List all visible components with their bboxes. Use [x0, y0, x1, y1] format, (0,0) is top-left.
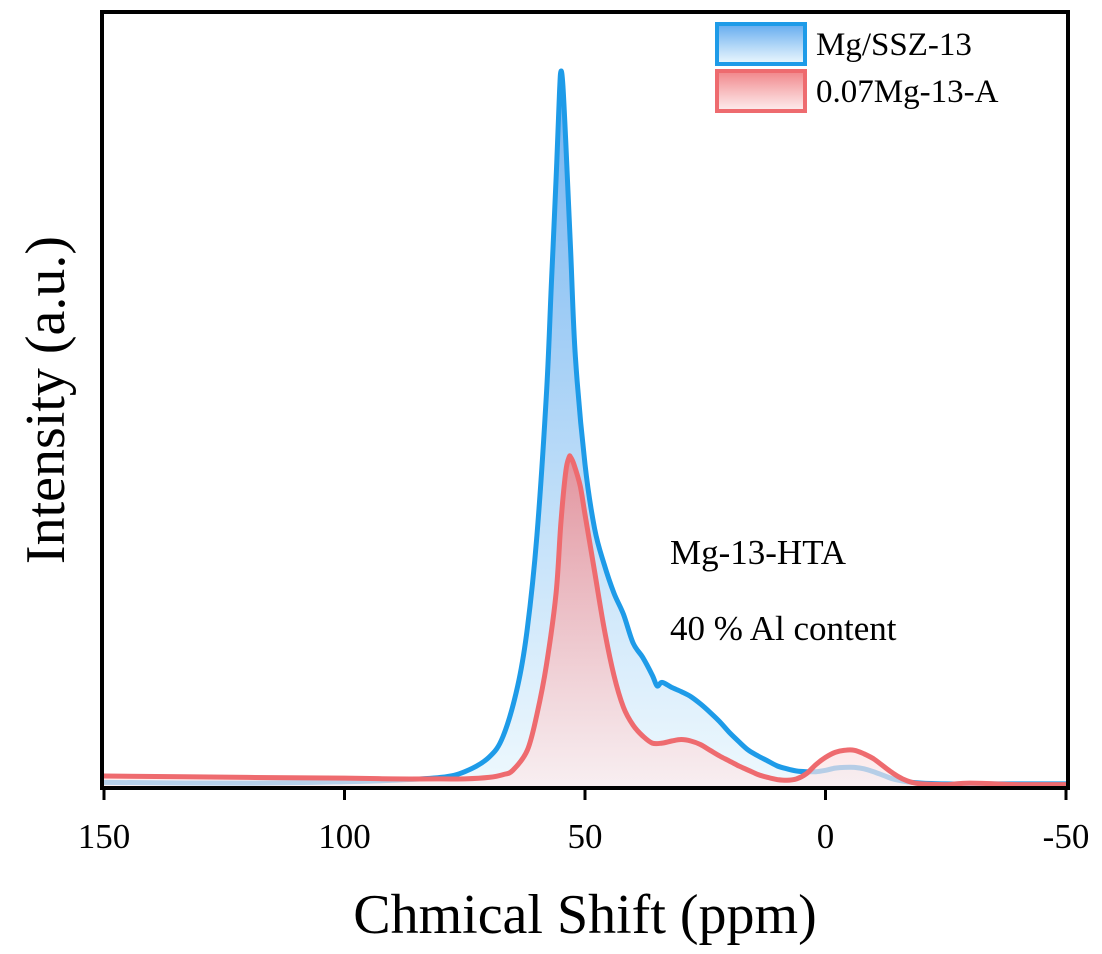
- series-area-2: [104, 455, 1066, 786]
- x-tick-label: 50: [568, 817, 603, 856]
- legend-label-1: Mg/SSZ-13: [816, 27, 972, 63]
- x-tick-label: 100: [318, 817, 371, 856]
- annotation-sample: Mg-13-HTA: [670, 533, 847, 572]
- annotation-al-content: 40 % Al content: [670, 609, 897, 648]
- legend-label-2: 0.07Mg-13-A: [816, 74, 999, 110]
- series-line-2: [101, 453, 1069, 788]
- legend: Mg/SSZ-13 0.07Mg-13-A: [715, 22, 999, 113]
- x-tick-label: 150: [78, 817, 131, 856]
- legend-swatch-1: [715, 22, 807, 66]
- x-axis-title: Chmical Shift (ppm): [353, 884, 817, 946]
- x-tick-label: -50: [1043, 817, 1090, 856]
- y-axis-title: Intensity (a.u.): [15, 236, 77, 564]
- x-tick-label: 0: [817, 817, 835, 856]
- x-axis-ticks: 150 100 50 0 -50: [78, 788, 1090, 856]
- legend-swatch-2: [715, 69, 807, 113]
- series-layer: [101, 68, 1069, 788]
